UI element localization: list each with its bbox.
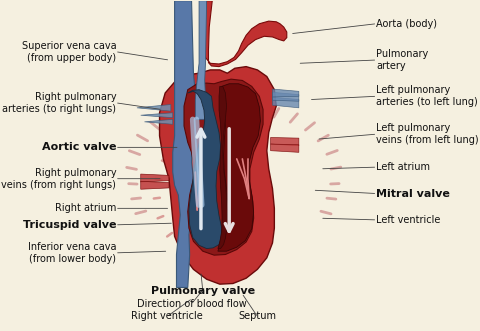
Polygon shape: [195, 1, 206, 119]
Polygon shape: [159, 67, 276, 284]
Polygon shape: [200, 1, 287, 67]
Polygon shape: [141, 181, 169, 189]
Text: Right pulmonary
veins (from right lungs): Right pulmonary veins (from right lungs): [1, 168, 116, 190]
Polygon shape: [273, 89, 299, 97]
Text: Direction of blood flow: Direction of blood flow: [137, 299, 246, 309]
Polygon shape: [218, 84, 261, 251]
Text: Septum: Septum: [239, 311, 276, 321]
Text: Pulmonary valve: Pulmonary valve: [151, 286, 255, 297]
Text: Mitral valve: Mitral valve: [376, 189, 450, 199]
Text: Right ventricle: Right ventricle: [131, 311, 203, 321]
Text: Left pulmonary
arteries (to left lung): Left pulmonary arteries (to left lung): [376, 85, 478, 107]
Text: Pulmonary
artery: Pulmonary artery: [376, 49, 428, 71]
Polygon shape: [184, 79, 263, 255]
Text: Aorta (body): Aorta (body): [376, 19, 437, 29]
Polygon shape: [218, 86, 228, 249]
Text: Tricuspid valve: Tricuspid valve: [23, 220, 116, 230]
Text: Aortic valve: Aortic valve: [42, 142, 116, 152]
Text: Right atrium: Right atrium: [55, 203, 116, 213]
Polygon shape: [141, 174, 169, 182]
Polygon shape: [271, 144, 299, 152]
Polygon shape: [137, 105, 171, 111]
Text: Left atrium: Left atrium: [376, 162, 430, 172]
Text: Right pulmonary
arteries (to right lungs): Right pulmonary arteries (to right lungs…: [2, 92, 116, 114]
Text: Left ventricle: Left ventricle: [376, 215, 440, 225]
Polygon shape: [188, 90, 222, 249]
Polygon shape: [273, 92, 299, 101]
Text: Left pulmonary
veins (from left lung): Left pulmonary veins (from left lung): [376, 123, 479, 145]
Polygon shape: [271, 137, 299, 146]
Polygon shape: [173, 1, 197, 287]
Polygon shape: [273, 97, 299, 108]
Text: Inferior vena cava
(from lower body): Inferior vena cava (from lower body): [28, 242, 116, 264]
Polygon shape: [144, 119, 173, 124]
Text: Superior vena cava
(from upper body): Superior vena cava (from upper body): [22, 41, 116, 63]
Polygon shape: [141, 113, 173, 118]
